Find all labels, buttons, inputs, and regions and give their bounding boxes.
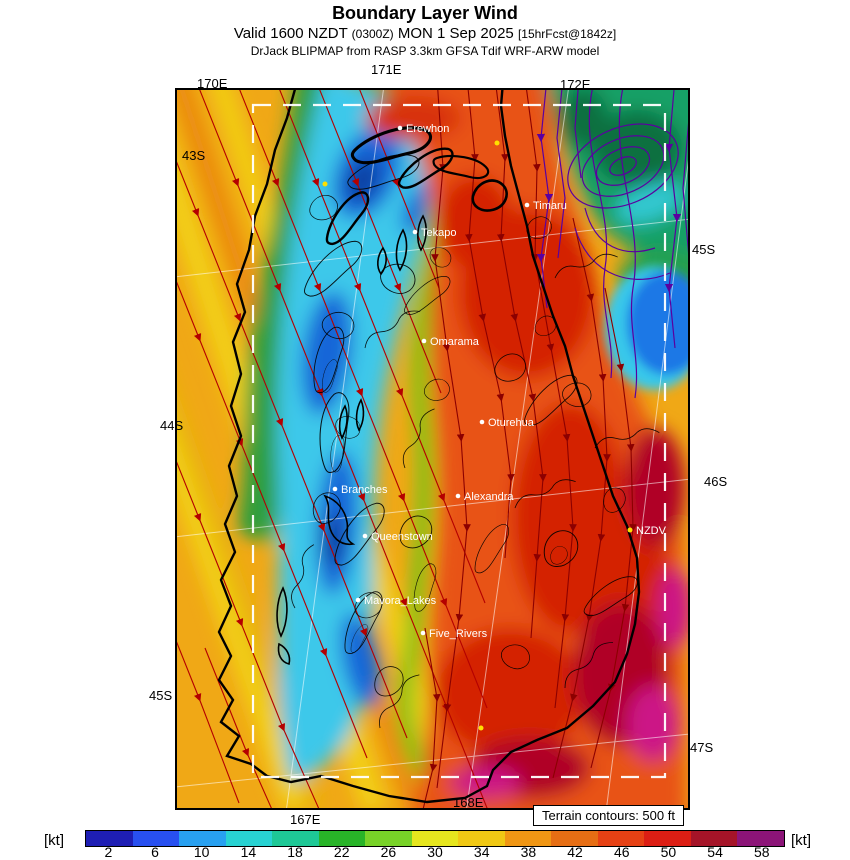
colorbar-segment [86,831,133,846]
place-marker-oturehua: Oturehua [479,417,535,429]
grid-label-right-46s: 46S [704,474,728,489]
domain-boundary [251,103,667,779]
place-marker-nzdv: NZDV [627,525,667,537]
svg-text:Five_Rivers: Five_Rivers [429,628,488,640]
grid-label-top-170e: 170E [197,76,228,91]
place-marker-branches: Branches [332,484,388,496]
grid-label-left-45s: 45S [149,688,173,703]
colorbar-segment [597,831,645,846]
fcst-tag: [15hrFcst@1842z] [517,27,617,41]
airfield-dots [322,140,500,731]
colorbar-segment [737,831,784,846]
svg-text:Queenstown: Queenstown [371,531,433,543]
place-marker-timaru: Timaru [524,200,567,212]
wind-map: Erewhon Timaru Tekapo Omarama Oturehua B… [175,88,690,810]
colorbar-unit-right: [kt] [791,832,812,849]
colorbar-unit-left: [kt] [44,832,65,849]
colorbar-tick: 30 [427,844,443,860]
svg-text:NZDV: NZDV [636,525,667,537]
place-markers: Erewhon Timaru Tekapo Omarama Oturehua B… [332,123,667,640]
colorbar-tick: 50 [660,844,677,860]
place-marker-five-rivers: Five_Rivers [420,628,488,640]
colorbar-tick: 42 [567,844,583,860]
colorbar [85,830,785,847]
colorbar-segment [644,831,691,846]
place-marker-alexandra: Alexandra [455,491,514,503]
svg-text:Alexandra: Alexandra [464,491,514,503]
place-marker-queenstown: Queenstown [362,531,433,543]
lakes [276,214,427,665]
colorbar-ticks: 2 6 10 14 18 22 26 30 34 38 42 46 50 54 … [85,845,785,859]
colorbar-segment [225,831,273,846]
svg-text:Branches: Branches [341,484,388,496]
valid-date: MON 1 Sep 2025 [397,25,514,42]
valid-prefix: Valid 1600 NZDT [233,25,348,42]
terrain-note: Terrain contours: 500 ft [533,805,684,826]
svg-text:Omarama: Omarama [430,336,480,348]
coastline [217,88,641,804]
streamlines-vortex [536,88,690,399]
place-marker-tekapo: Tekapo [412,227,456,239]
colorbar-segment [365,831,412,846]
valid-line: Valid 1600 NZDT (0300Z) MON 1 Sep 2025 [… [0,25,850,42]
colorbar-tick: 58 [753,844,770,860]
colorbar-segment [411,831,459,846]
colorbar-tick: 14 [240,844,257,860]
place-marker-omarama: Omarama [421,336,480,348]
grid-label-left-44s: 44S [160,418,184,433]
colorbar-segment [504,831,552,846]
colorbar-tick: 18 [287,844,303,860]
page-title: Boundary Layer Wind [332,3,518,23]
colorbar-tick: 10 [193,844,210,860]
grid-label-right-47s: 47S [690,740,714,755]
svg-text:Oturehua: Oturehua [488,417,535,429]
colorbar-segment [272,831,319,846]
colorbar-segment [690,831,738,846]
grid-label-bottom-168e: 168E [453,795,484,810]
svg-text:Mavora_Lakes: Mavora_Lakes [364,595,437,607]
colorbar-segment [318,831,366,846]
grid-label-left-43s: 43S [182,148,206,163]
colorbar-tick: 2 [104,844,113,860]
colorbar-tick: 46 [613,844,630,860]
grid-label-top-171e: 171E [371,62,402,77]
valid-zulu: (0300Z) [351,27,394,41]
grid-label-right-45s: 45S [692,242,716,257]
colorbar-segment [132,831,180,846]
colorbar-segment [179,831,226,846]
colorbar-tick: 6 [151,844,159,860]
colorbar-tick: 34 [473,844,490,860]
colorbar-segment [551,831,598,846]
svg-text:Erewhon: Erewhon [406,123,449,135]
colorbar-segment [458,831,505,846]
colorbar-tick: 54 [707,844,723,860]
svg-text:Tekapo: Tekapo [421,227,456,239]
colorbar-tick: 38 [520,844,537,860]
colorbar-tick: 26 [380,844,397,860]
colorbar-tick: 22 [333,844,350,860]
map-border [175,88,690,810]
model-line: DrJack BLIPMAP from RASP 3.3km GFSA Tdif… [250,44,600,58]
place-marker-mavora-lakes: Mavora_Lakes [355,595,437,607]
place-marker-erewhon: Erewhon [397,123,449,135]
svg-text:Timaru: Timaru [533,200,567,212]
grid-label-top-172e: 172E [560,77,591,92]
grid-label-bottom-167e: 167E [290,812,321,827]
header: Boundary Layer Wind Valid 1600 NZDT (030… [0,3,850,58]
